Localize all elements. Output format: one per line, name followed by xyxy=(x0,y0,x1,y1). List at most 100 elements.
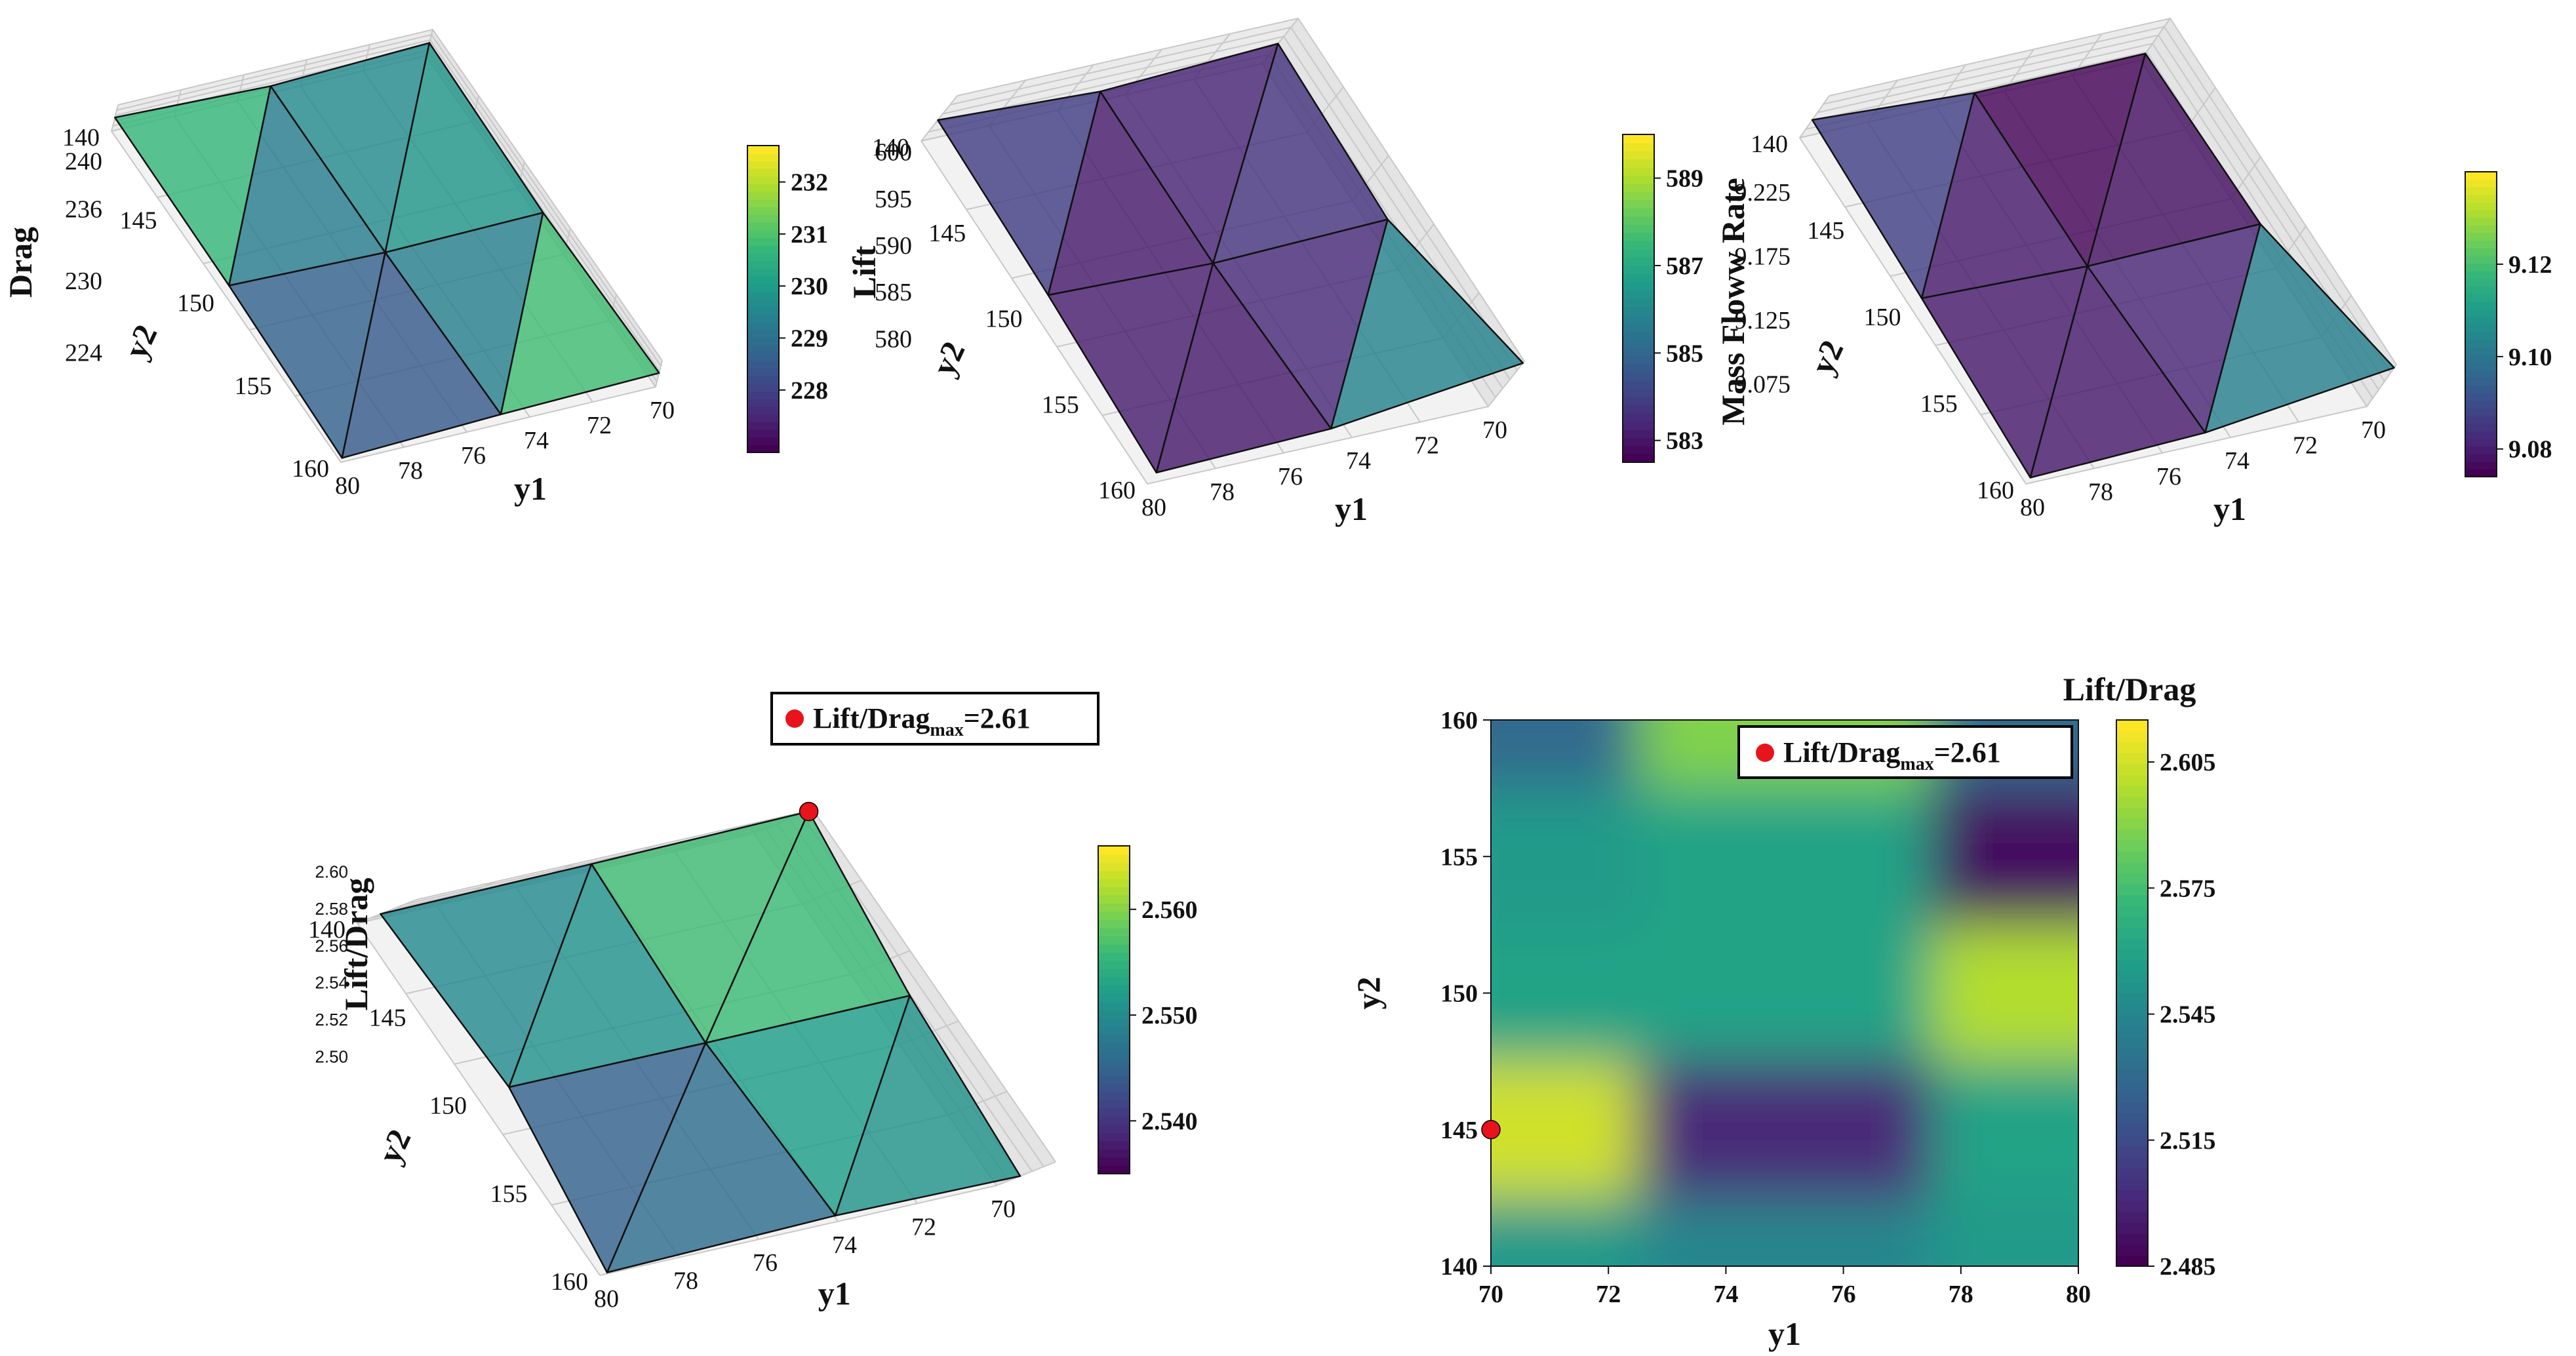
colorbar-segment xyxy=(1098,870,1130,879)
x-tick-label: 76 xyxy=(1831,1281,1856,1308)
colorbar-segment xyxy=(1098,985,1130,994)
colorbar-segment xyxy=(1098,1165,1130,1174)
legend-sub: max xyxy=(1900,754,1933,774)
colorbar-frame xyxy=(747,145,780,453)
colorbar-segment xyxy=(2465,370,2497,378)
colorbar-segment xyxy=(1623,233,1654,242)
colorbar-segment xyxy=(2116,829,2148,841)
colorbar-segment xyxy=(747,268,779,277)
colorbar-segment xyxy=(747,345,779,353)
colorbar-segment xyxy=(1623,331,1654,340)
colorbar-segment xyxy=(2116,1146,2148,1157)
colorbar-segment xyxy=(1623,167,1654,176)
colorbar-segment xyxy=(2116,850,2148,863)
colorbar-segment xyxy=(2465,194,2497,203)
surface-facet xyxy=(341,251,502,459)
z-tick-label: 9.075 xyxy=(1735,370,1791,398)
grid-line xyxy=(599,1161,1056,1276)
colorbar-segment xyxy=(1623,249,1654,258)
heatmap-cell xyxy=(1932,925,2078,1062)
legend: Lift/Dragmax=2.61 xyxy=(1737,725,2073,779)
colorbar-segment xyxy=(747,245,779,254)
colorbar-segment xyxy=(1623,446,1654,455)
z-axis-label: Mass Floww Rate xyxy=(1714,178,1751,426)
colorbar-segment xyxy=(2465,294,2497,302)
y-tick-label: 160 xyxy=(1440,707,1478,734)
colorbar-segment xyxy=(1623,323,1654,332)
z-tick-label: 2.50 xyxy=(315,1047,348,1067)
x-tick-label: 76 xyxy=(1278,463,1303,490)
colorbar-segment xyxy=(1623,355,1654,365)
colorbar-segment xyxy=(1098,854,1130,863)
legend-marker xyxy=(1756,744,1774,762)
y-tick-label: 160 xyxy=(1098,477,1136,504)
heatmap-cell xyxy=(1638,1197,1932,1266)
colorbar-segment xyxy=(2116,883,2148,896)
y-tick-label: 150 xyxy=(985,306,1023,333)
colorbar-segment xyxy=(747,337,779,346)
colorbar-tick-label: 9.12 xyxy=(2508,251,2552,279)
z-tick-label: 236 xyxy=(65,196,102,224)
max-marker xyxy=(799,801,819,822)
colorbar-segment xyxy=(747,161,779,169)
z-tick-label: 9.175 xyxy=(1735,243,1791,270)
x-tick-label: 80 xyxy=(594,1285,619,1313)
colorbar-segment xyxy=(2116,1080,2148,1092)
x-tick-label: 78 xyxy=(398,457,423,485)
colorbar-segment xyxy=(1623,429,1654,439)
colorbar-segment xyxy=(2116,1047,2148,1060)
colorbar-segment xyxy=(747,199,779,208)
legend-text: Lift/Drag xyxy=(1783,736,1900,768)
mass-flow-rate-surface-plot: 70 72 74 76 78 80 140 145 150 155 160 9.075 9.125 9.1… xyxy=(1714,17,2552,527)
heatmap-cell xyxy=(1932,788,2078,925)
colorbar-frame xyxy=(1098,845,1130,1174)
colorbar-segment xyxy=(1098,1157,1130,1167)
colorbar-segment xyxy=(2116,796,2148,808)
colorbar-segment xyxy=(1623,421,1654,430)
colorbar-segment xyxy=(2116,894,2148,906)
colorbar-segment xyxy=(747,275,779,285)
colorbar-segment xyxy=(747,329,779,338)
colorbar-segment xyxy=(2465,416,2497,424)
colorbar-segment xyxy=(1098,928,1130,937)
y-tick-label: 145 xyxy=(1440,1117,1478,1144)
colorbar-segment xyxy=(2116,774,2148,786)
x-tick-label: 76 xyxy=(2156,463,2181,490)
x-axis-label: y1 xyxy=(818,1275,851,1312)
heatmap-cell xyxy=(1491,788,1638,925)
colorbar-segment xyxy=(2116,1222,2148,1234)
heatmap-cell xyxy=(1491,720,1638,789)
z-tick-label: 230 xyxy=(65,268,102,295)
colorbar-tick-label: 231 xyxy=(791,221,828,249)
colorbar-tick-label: 229 xyxy=(791,325,828,352)
z-tick-label: 590 xyxy=(875,232,912,260)
colorbar-tick-label: 589 xyxy=(1666,165,1703,193)
colorbar-segment xyxy=(747,229,779,238)
colorbar-segment xyxy=(2465,286,2497,294)
colorbar-tick-label: 228 xyxy=(791,377,828,405)
colorbar-segment xyxy=(2116,1168,2148,1180)
colorbar: 583 585 587 589 xyxy=(1622,134,1703,463)
colorbar-segment xyxy=(2116,1233,2148,1245)
colorbar-segment xyxy=(1623,159,1654,168)
y-tick-label: 160 xyxy=(292,455,329,483)
colorbar-segment xyxy=(747,299,779,308)
surface xyxy=(380,810,1021,1273)
colorbar-segment xyxy=(747,169,779,177)
colorbar-segment xyxy=(2116,840,2148,852)
colorbar-tick-label: 583 xyxy=(1666,428,1703,455)
colorbar-segment xyxy=(2116,1244,2148,1256)
legend-value: =2.61 xyxy=(1934,736,2001,768)
max-marker xyxy=(1481,1120,1501,1140)
colorbar-segment xyxy=(1098,1092,1130,1101)
heatmap-cell xyxy=(1932,1197,2078,1266)
colorbar-segment xyxy=(1623,290,1654,299)
legend-label: Lift/Dragmax=2.61 xyxy=(813,702,1031,740)
colorbar-segment xyxy=(1098,1034,1130,1043)
colorbar-segment xyxy=(1098,887,1130,896)
colorbar-segment xyxy=(1098,968,1130,978)
colorbar-tick-label: 9.08 xyxy=(2508,436,2552,464)
colorbar-segment xyxy=(2465,355,2497,363)
colorbar-segment xyxy=(1098,1083,1130,1092)
